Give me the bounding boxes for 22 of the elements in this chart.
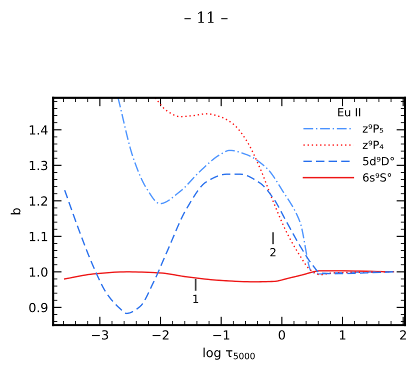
legend-label: 6s⁹S°	[363, 173, 392, 182]
legend-label: z⁹P₅	[362, 124, 384, 133]
x-axis-title: log τ$_{5000}$	[204, 348, 255, 360]
y-tick-label: 1.0	[30, 267, 48, 277]
x-tick-label: −3	[92, 330, 108, 340]
x-tick-label: 0	[278, 330, 285, 340]
annotation: 1	[193, 294, 198, 303]
y-tick-label: 1.2	[30, 196, 48, 206]
x-tick-label: −1	[213, 330, 230, 340]
x-tick-label: −2	[152, 330, 168, 340]
y-tick-label: 1.1	[30, 232, 48, 242]
legend-label: z⁹P₄	[362, 140, 384, 149]
y-axis-title: b	[10, 208, 20, 214]
y-tick-label: 1.3	[30, 160, 48, 170]
y-tick-label: 0.9	[29, 302, 48, 312]
y-tick-label: 1.4	[30, 125, 48, 135]
legend-title: Eu II	[338, 108, 360, 116]
legend-label: 5d⁹D°	[363, 156, 394, 166]
x-tick-label: 2	[400, 330, 406, 340]
x-tick-label: 1	[340, 330, 346, 340]
annotation: 2	[270, 248, 276, 256]
text: – 11 –	[184, 11, 228, 23]
